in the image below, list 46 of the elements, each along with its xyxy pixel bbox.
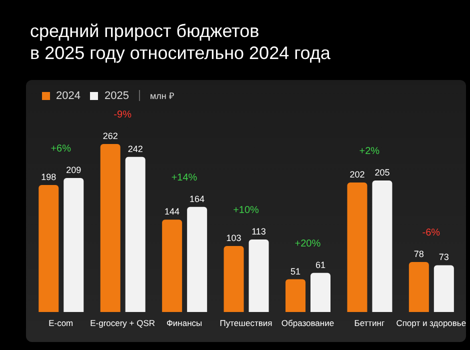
annotation: +14%: [171, 172, 198, 184]
annotation: +20%: [294, 238, 321, 250]
data-label: 202: [350, 169, 365, 180]
data-label: 209: [66, 164, 82, 175]
bar: [408, 262, 429, 312]
data-label: 205: [374, 168, 390, 178]
data-label: 164: [190, 194, 205, 204]
bar: [125, 156, 146, 312]
annotation: +2%: [359, 146, 380, 158]
bar: [100, 144, 120, 312]
legend-label: 2024: [55, 90, 80, 102]
data-label: 103: [226, 232, 242, 243]
bar: [310, 272, 330, 312]
bar: [38, 185, 59, 312]
annotation: -6%: [422, 228, 440, 239]
annotation: +10%: [233, 205, 260, 216]
x-tick-label: Спорт и здоровье: [396, 318, 466, 328]
bar: [248, 240, 269, 312]
annotation: +6%: [50, 144, 72, 155]
text: -9%: [114, 110, 132, 121]
bar: [285, 279, 306, 312]
bar: [372, 180, 392, 312]
data-label: 144: [164, 206, 180, 217]
bar: [224, 246, 244, 312]
x-tick-label: E-grocery + QSR: [90, 318, 156, 328]
legend-label: 2025: [103, 90, 129, 102]
data-label: 51: [290, 266, 301, 276]
x-tick-label: Финансы: [166, 318, 202, 328]
bar: [187, 206, 208, 312]
bar: [162, 220, 182, 312]
x-tick-label: E-com: [48, 318, 74, 328]
data-label: 262: [102, 131, 118, 141]
chart-title: средний прирост бюджетов в 2025 году относительно 2024 года: [30, 20, 330, 64]
y-axis-title: млн ₽: [150, 90, 174, 102]
bar: [64, 178, 84, 312]
data-label: 198: [41, 172, 56, 182]
x-tick-label: Путешествия: [220, 318, 273, 328]
data-label: 61: [315, 260, 326, 270]
data-label: 73: [438, 252, 449, 262]
bar: [347, 182, 368, 312]
x-tick-label: Образование: [281, 318, 334, 328]
bar: [434, 265, 454, 312]
data-label: 242: [128, 144, 143, 154]
data-label: 78: [414, 248, 424, 259]
data-label: 113: [252, 226, 266, 237]
x-tick-label: Беттинг: [354, 318, 385, 328]
